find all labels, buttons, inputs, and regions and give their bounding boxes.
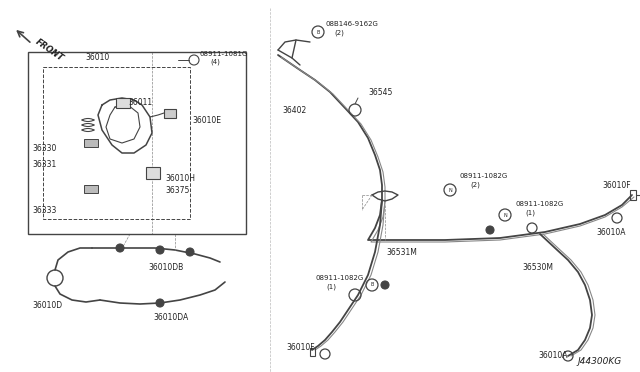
- Text: 36375: 36375: [165, 186, 189, 195]
- Text: 36010F: 36010F: [286, 343, 315, 353]
- Bar: [164, 109, 176, 118]
- Circle shape: [381, 281, 389, 289]
- Text: (1): (1): [326, 284, 336, 290]
- Text: 36010E: 36010E: [192, 115, 221, 125]
- Text: 36010DB: 36010DB: [148, 263, 183, 273]
- Text: B: B: [371, 282, 374, 288]
- Text: N: N: [503, 212, 507, 218]
- Text: 36530M: 36530M: [522, 263, 553, 273]
- Circle shape: [156, 299, 164, 307]
- Text: 36545: 36545: [368, 87, 392, 96]
- Text: 36330: 36330: [32, 144, 56, 153]
- Text: 36402: 36402: [282, 106, 307, 115]
- Text: 36010F: 36010F: [602, 180, 630, 189]
- Text: 08911-1081G: 08911-1081G: [200, 51, 248, 57]
- Text: 36011: 36011: [128, 97, 152, 106]
- Text: 08911-1082G: 08911-1082G: [515, 201, 563, 207]
- Text: N: N: [448, 187, 452, 192]
- Text: 36010A: 36010A: [538, 352, 568, 360]
- Text: (2): (2): [470, 182, 480, 188]
- Text: 08B146-9162G: 08B146-9162G: [326, 21, 379, 27]
- Text: J44300KG: J44300KG: [578, 357, 622, 366]
- Bar: [310, 348, 315, 356]
- Text: FRONT: FRONT: [34, 37, 65, 63]
- Text: 36333: 36333: [32, 205, 56, 215]
- Text: (1): (1): [525, 210, 535, 216]
- Bar: [28, 52, 246, 234]
- Text: 08911-1082G: 08911-1082G: [460, 173, 508, 179]
- Bar: [116, 98, 130, 108]
- Text: 36010DA: 36010DA: [153, 314, 188, 323]
- Text: 36531M: 36531M: [386, 247, 417, 257]
- Text: 36010D: 36010D: [32, 301, 62, 310]
- Bar: [630, 190, 636, 200]
- Text: (2): (2): [334, 30, 344, 36]
- Text: (4): (4): [210, 59, 220, 65]
- Text: 36010A: 36010A: [596, 228, 625, 237]
- Text: 36010H: 36010H: [165, 173, 195, 183]
- Circle shape: [186, 248, 194, 256]
- Bar: [43, 67, 190, 219]
- Text: 36331: 36331: [32, 160, 56, 169]
- Text: 08911-1082G: 08911-1082G: [316, 275, 364, 281]
- Bar: [84, 185, 98, 193]
- Text: B: B: [316, 29, 320, 35]
- Circle shape: [116, 244, 124, 252]
- Bar: [146, 167, 160, 179]
- Bar: [84, 139, 98, 147]
- Text: 36010: 36010: [85, 52, 109, 61]
- Circle shape: [486, 226, 494, 234]
- Circle shape: [156, 246, 164, 254]
